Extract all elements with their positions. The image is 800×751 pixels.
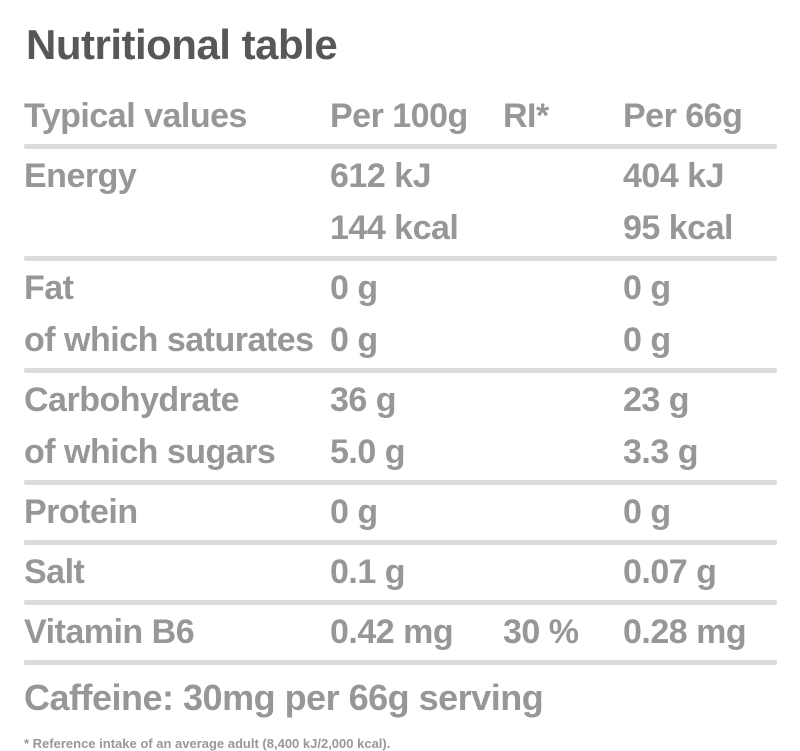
table-row-energy-kcal: 144 kcal 95 kcal bbox=[24, 202, 777, 254]
table-row-sugars: of which sugars 5.0 g 3.3 g bbox=[24, 426, 777, 478]
row-label: Fat bbox=[24, 268, 74, 307]
value-per-66g: 23 g bbox=[623, 380, 690, 419]
page-title: Nutritional table bbox=[26, 21, 338, 68]
nutrition-table: Typical values Per 100g RI* Per 66g Ener… bbox=[24, 96, 777, 666]
divider bbox=[24, 256, 777, 262]
divider bbox=[24, 144, 777, 150]
column-header-typical-values: Typical values bbox=[24, 97, 247, 136]
divider bbox=[24, 660, 777, 666]
value-per-100g: 0 g bbox=[330, 492, 378, 531]
value-per-66g: 0 g bbox=[623, 320, 671, 359]
divider bbox=[24, 368, 777, 374]
value-per-66g: 404 kJ bbox=[623, 156, 725, 195]
caffeine-note: Caffeine: 30mg per 66g serving bbox=[24, 677, 544, 719]
column-header-per-66g: Per 66g bbox=[623, 97, 743, 136]
footnote: * Reference intake of an average adult (… bbox=[24, 736, 391, 751]
value-per-100g: 0.42 mg bbox=[330, 612, 454, 651]
value-per-100g: 5.0 g bbox=[330, 432, 405, 471]
row-label: Salt bbox=[24, 552, 85, 591]
value-per-66g: 3.3 g bbox=[623, 432, 698, 471]
column-header-ri: RI* bbox=[503, 97, 549, 136]
divider bbox=[24, 540, 777, 546]
table-header-row: Typical values Per 100g RI* Per 66g bbox=[24, 96, 777, 142]
value-per-66g: 95 kcal bbox=[623, 208, 733, 247]
table-row-carbohydrate: Carbohydrate 36 g 23 g bbox=[24, 374, 777, 426]
row-label: of which saturates bbox=[24, 320, 314, 359]
table-row-saturates: of which saturates 0 g 0 g bbox=[24, 314, 777, 366]
table-row-energy-kj: Energy 612 kJ 404 kJ bbox=[24, 150, 777, 202]
value-per-66g: 0.28 mg bbox=[623, 612, 747, 651]
row-label: Protein bbox=[24, 492, 138, 531]
divider bbox=[24, 600, 777, 606]
value-per-66g: 0 g bbox=[623, 492, 671, 531]
row-label: Energy bbox=[24, 156, 137, 195]
value-ri: 30 % bbox=[503, 612, 579, 651]
value-per-100g: 0 g bbox=[330, 268, 378, 307]
row-label: of which sugars bbox=[24, 432, 276, 471]
table-row-fat: Fat 0 g 0 g bbox=[24, 262, 777, 314]
value-per-100g: 0 g bbox=[330, 320, 378, 359]
value-per-100g: 612 kJ bbox=[330, 156, 432, 195]
column-header-per-100g: Per 100g bbox=[330, 97, 468, 136]
table-row-vitamin-b6: Vitamin B6 0.42 mg 30 % 0.28 mg bbox=[24, 606, 777, 658]
value-per-100g: 0.1 g bbox=[330, 552, 405, 591]
table-row-protein: Protein 0 g 0 g bbox=[24, 486, 777, 538]
divider bbox=[24, 480, 777, 486]
value-per-100g: 36 g bbox=[330, 380, 397, 419]
row-label: Carbohydrate bbox=[24, 380, 240, 419]
row-label: Vitamin B6 bbox=[24, 612, 195, 651]
value-per-66g: 0.07 g bbox=[623, 552, 717, 591]
value-per-66g: 0 g bbox=[623, 268, 671, 307]
value-per-100g: 144 kcal bbox=[330, 208, 459, 247]
table-row-salt: Salt 0.1 g 0.07 g bbox=[24, 546, 777, 598]
